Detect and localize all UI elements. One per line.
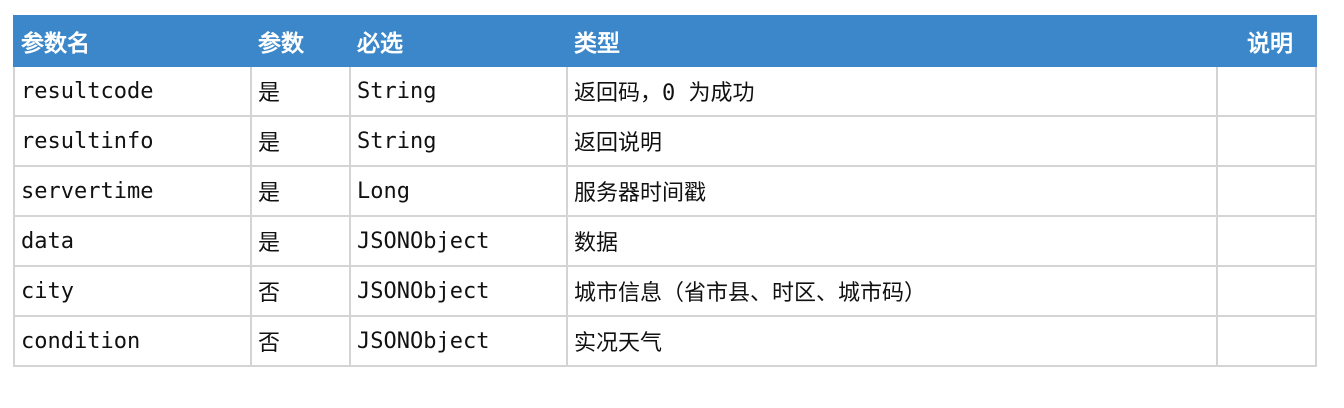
cell-name: resultcode [13,65,252,117]
cell-type: 服务器时间戳 [566,165,1218,217]
cell-param: 是 [250,115,351,167]
header-name: 参数名 [13,15,252,67]
cell-type: 城市信息（省市县、时区、城市码） [566,265,1218,317]
cell-description [1216,115,1317,167]
table-row: city 否 JSONObject 城市信息（省市县、时区、城市码） [13,265,1317,317]
cell-required: Long [349,165,568,217]
cell-param: 否 [250,315,351,367]
header-param: 参数 [250,15,351,67]
table-row: resultcode 是 String 返回码，0 为成功 [13,65,1317,117]
cell-description [1216,315,1317,367]
cell-type: 实况天气 [566,315,1218,367]
parameter-table: 参数名 参数 必选 类型 说明 resultcode 是 String 返回码，0 为成功 re… [13,15,1317,367]
cell-type: 数据 [566,215,1218,267]
cell-type: 返回说明 [566,115,1218,167]
cell-param: 否 [250,265,351,317]
cell-param: 是 [250,65,351,117]
cell-description [1216,215,1317,267]
cell-required: JSONObject [349,315,568,367]
cell-description [1216,65,1317,117]
cell-required: JSONObject [349,265,568,317]
cell-param: 是 [250,165,351,217]
table-row: resultinfo 是 String 返回说明 [13,115,1317,167]
cell-name: condition [13,315,252,367]
cell-name: servertime [13,165,252,217]
cell-required: String [349,65,568,117]
header-row: 参数名 参数 必选 类型 说明 [13,15,1317,67]
cell-required: String [349,115,568,167]
cell-name: data [13,215,252,267]
table-row: condition 否 JSONObject 实况天气 [13,315,1317,367]
cell-description [1216,165,1317,217]
cell-name: resultinfo [13,115,252,167]
header-description: 说明 [1216,15,1317,67]
table-row: data 是 JSONObject 数据 [13,215,1317,267]
header-type: 类型 [566,15,1218,67]
cell-description [1216,265,1317,317]
header-required: 必选 [349,15,568,67]
cell-type: 返回码，0 为成功 [566,65,1218,117]
cell-param: 是 [250,215,351,267]
table-row: servertime 是 Long 服务器时间戳 [13,165,1317,217]
cell-name: city [13,265,252,317]
cell-required: JSONObject [349,215,568,267]
